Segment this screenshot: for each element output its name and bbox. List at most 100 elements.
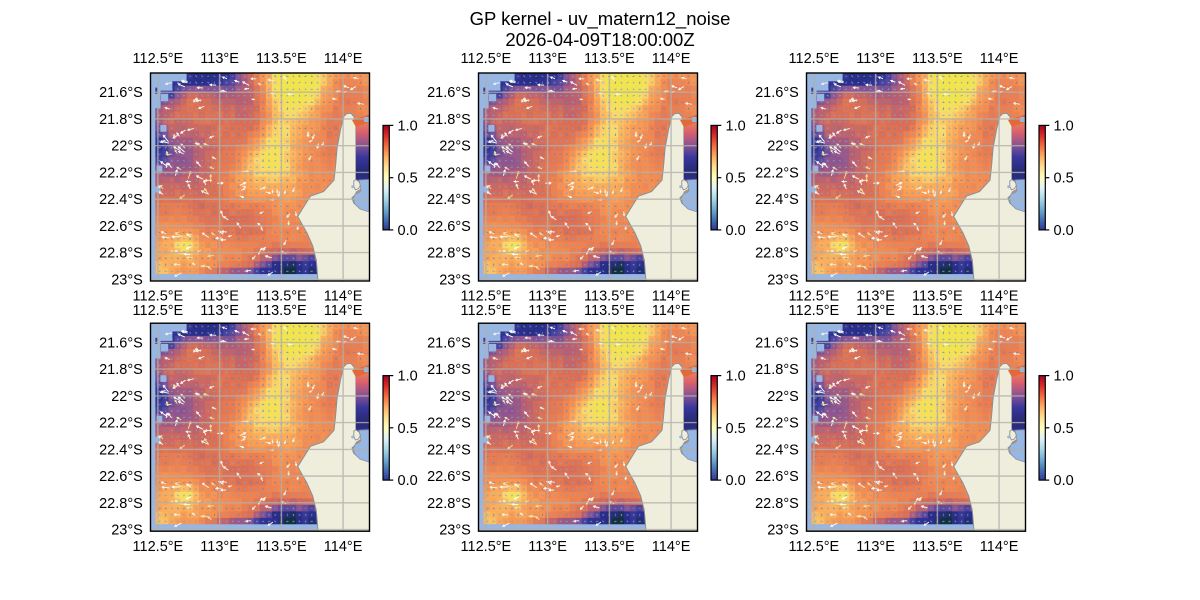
svg-text:22.6°S: 22.6°S xyxy=(99,469,143,485)
svg-text:1.0: 1.0 xyxy=(726,118,746,134)
svg-text:113.5°E: 113.5°E xyxy=(256,303,307,319)
svg-text:23°S: 23°S xyxy=(439,523,471,539)
svg-text:0.5: 0.5 xyxy=(398,171,418,187)
svg-text:114°E: 114°E xyxy=(652,51,691,67)
svg-text:22.4°S: 22.4°S xyxy=(755,442,799,458)
svg-text:22.2°S: 22.2°S xyxy=(755,416,799,432)
svg-text:22.4°S: 22.4°S xyxy=(99,192,143,208)
svg-text:22.8°S: 22.8°S xyxy=(755,246,799,262)
svg-text:113.5°E: 113.5°E xyxy=(912,539,963,555)
svg-text:113.5°E: 113.5°E xyxy=(584,288,635,304)
svg-text:21.8°S: 21.8°S xyxy=(755,112,799,128)
svg-text:113°E: 113°E xyxy=(200,303,239,319)
svg-text:114°E: 114°E xyxy=(324,539,363,555)
svg-text:113°E: 113°E xyxy=(856,539,895,555)
svg-text:112.5°E: 112.5°E xyxy=(133,51,184,67)
svg-text:0.5: 0.5 xyxy=(1054,171,1074,187)
svg-text:112.5°E: 112.5°E xyxy=(461,539,512,555)
svg-text:22.6°S: 22.6°S xyxy=(99,219,143,235)
svg-text:0.0: 0.0 xyxy=(1054,223,1074,239)
svg-text:113.5°E: 113.5°E xyxy=(256,539,307,555)
svg-text:GP kernel - uv_matern12_noise: GP kernel - uv_matern12_noise xyxy=(470,8,731,30)
svg-text:22.8°S: 22.8°S xyxy=(99,496,143,512)
svg-text:21.6°S: 21.6°S xyxy=(755,85,799,101)
svg-text:2026-04-09T18:00:00Z: 2026-04-09T18:00:00Z xyxy=(505,29,694,50)
svg-text:114°E: 114°E xyxy=(980,51,1019,67)
svg-text:114°E: 114°E xyxy=(652,288,691,304)
svg-text:113.5°E: 113.5°E xyxy=(912,51,963,67)
svg-text:23°S: 23°S xyxy=(767,523,799,539)
svg-text:23°S: 23°S xyxy=(111,272,143,288)
svg-text:112.5°E: 112.5°E xyxy=(789,51,840,67)
svg-text:0.0: 0.0 xyxy=(398,223,418,239)
svg-text:114°E: 114°E xyxy=(980,288,1019,304)
svg-text:23°S: 23°S xyxy=(111,523,143,539)
svg-text:21.8°S: 21.8°S xyxy=(99,112,143,128)
svg-text:114°E: 114°E xyxy=(652,539,691,555)
svg-text:113°E: 113°E xyxy=(856,51,895,67)
svg-text:112.5°E: 112.5°E xyxy=(461,288,512,304)
svg-text:22°S: 22°S xyxy=(111,389,143,405)
svg-text:113°E: 113°E xyxy=(200,288,239,304)
svg-text:112.5°E: 112.5°E xyxy=(133,288,184,304)
svg-text:22.6°S: 22.6°S xyxy=(755,469,799,485)
svg-text:22.6°S: 22.6°S xyxy=(755,219,799,235)
svg-text:113°E: 113°E xyxy=(200,539,239,555)
svg-text:113°E: 113°E xyxy=(528,288,567,304)
svg-text:21.6°S: 21.6°S xyxy=(99,335,143,351)
svg-text:22°S: 22°S xyxy=(767,389,799,405)
svg-text:1.0: 1.0 xyxy=(1054,118,1074,134)
svg-text:22.4°S: 22.4°S xyxy=(755,192,799,208)
svg-text:22°S: 22°S xyxy=(439,139,471,155)
svg-text:0.5: 0.5 xyxy=(726,421,746,437)
svg-text:23°S: 23°S xyxy=(767,272,799,288)
svg-text:112.5°E: 112.5°E xyxy=(789,288,840,304)
svg-text:22.2°S: 22.2°S xyxy=(427,165,471,181)
svg-text:1.0: 1.0 xyxy=(1054,369,1074,385)
svg-text:21.6°S: 21.6°S xyxy=(427,335,471,351)
svg-text:22.8°S: 22.8°S xyxy=(427,496,471,512)
svg-text:22°S: 22°S xyxy=(767,139,799,155)
svg-text:114°E: 114°E xyxy=(980,303,1019,319)
svg-text:112.5°E: 112.5°E xyxy=(133,539,184,555)
svg-text:113.5°E: 113.5°E xyxy=(584,303,635,319)
svg-text:22.2°S: 22.2°S xyxy=(99,165,143,181)
svg-text:0.5: 0.5 xyxy=(726,171,746,187)
svg-text:1.0: 1.0 xyxy=(726,369,746,385)
svg-text:0.0: 0.0 xyxy=(726,473,746,489)
svg-text:22.6°S: 22.6°S xyxy=(427,219,471,235)
svg-text:114°E: 114°E xyxy=(324,303,363,319)
svg-text:113°E: 113°E xyxy=(528,539,567,555)
svg-text:113.5°E: 113.5°E xyxy=(912,288,963,304)
svg-text:22.6°S: 22.6°S xyxy=(427,469,471,485)
svg-text:22.4°S: 22.4°S xyxy=(99,442,143,458)
svg-text:22.2°S: 22.2°S xyxy=(427,416,471,432)
svg-text:22°S: 22°S xyxy=(439,389,471,405)
svg-text:112.5°E: 112.5°E xyxy=(789,303,840,319)
svg-text:113.5°E: 113.5°E xyxy=(256,51,307,67)
svg-text:21.6°S: 21.6°S xyxy=(755,335,799,351)
svg-text:0.5: 0.5 xyxy=(1054,421,1074,437)
svg-text:113°E: 113°E xyxy=(200,51,239,67)
svg-text:21.8°S: 21.8°S xyxy=(427,112,471,128)
svg-text:0.0: 0.0 xyxy=(1054,473,1074,489)
svg-text:114°E: 114°E xyxy=(324,51,363,67)
svg-text:113.5°E: 113.5°E xyxy=(912,303,963,319)
svg-text:22.2°S: 22.2°S xyxy=(99,416,143,432)
svg-text:112.5°E: 112.5°E xyxy=(461,303,512,319)
svg-text:113°E: 113°E xyxy=(528,303,567,319)
svg-text:114°E: 114°E xyxy=(980,539,1019,555)
svg-text:22.8°S: 22.8°S xyxy=(755,496,799,512)
svg-text:21.8°S: 21.8°S xyxy=(99,362,143,378)
svg-text:112.5°E: 112.5°E xyxy=(133,303,184,319)
svg-text:113°E: 113°E xyxy=(528,51,567,67)
svg-text:0.5: 0.5 xyxy=(398,421,418,437)
svg-text:21.6°S: 21.6°S xyxy=(99,85,143,101)
svg-text:113°E: 113°E xyxy=(856,303,895,319)
svg-text:23°S: 23°S xyxy=(439,272,471,288)
svg-text:114°E: 114°E xyxy=(652,303,691,319)
svg-text:0.0: 0.0 xyxy=(726,223,746,239)
svg-text:21.8°S: 21.8°S xyxy=(427,362,471,378)
svg-text:22.4°S: 22.4°S xyxy=(427,442,471,458)
svg-text:113°E: 113°E xyxy=(856,288,895,304)
